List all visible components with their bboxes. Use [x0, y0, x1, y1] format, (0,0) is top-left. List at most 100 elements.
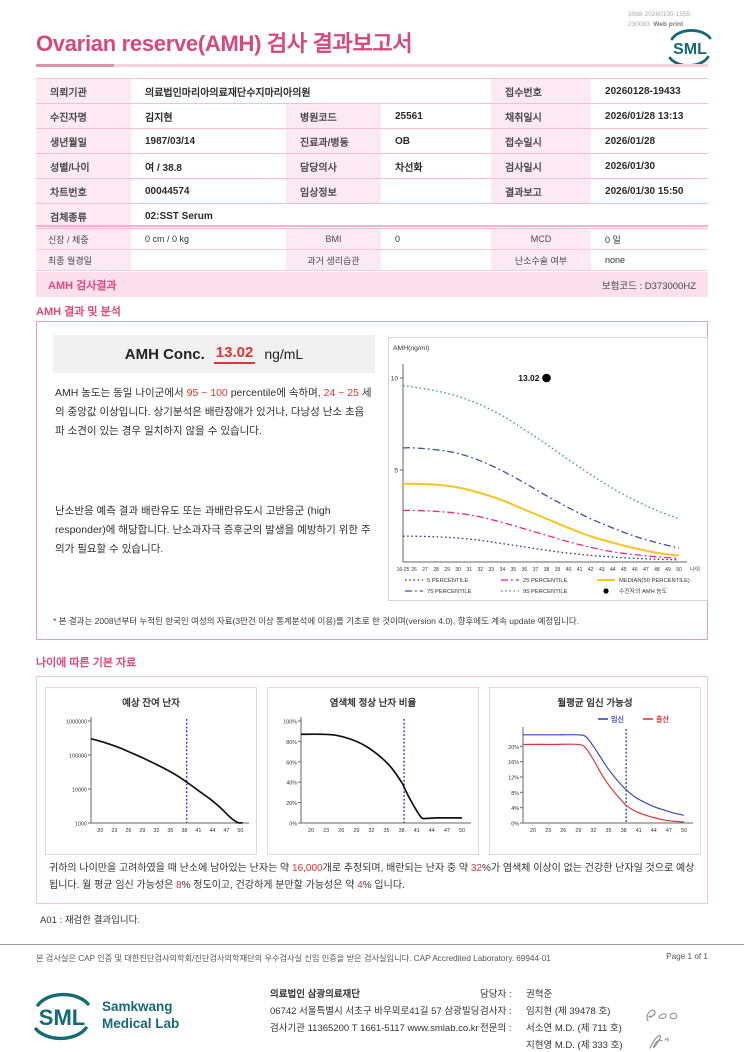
org-name: 의료법인 삼광의료재단 — [270, 989, 361, 1000]
field-value: 2026/01/30 — [591, 153, 709, 179]
amh-concentration-box: AMH Conc. 13.02 ng/mL — [53, 335, 375, 373]
conc-label: AMH Conc. — [124, 345, 205, 363]
svg-text:31: 31 — [466, 567, 472, 573]
svg-text:35: 35 — [384, 828, 390, 834]
field-value: 의료법인마리아의료재단수지마리아의원 — [131, 78, 492, 104]
svg-text:29: 29 — [139, 828, 145, 834]
svg-text:100%: 100% — [283, 720, 297, 726]
web-print-label: Web print — [653, 20, 684, 28]
svg-text:40: 40 — [566, 567, 572, 573]
analysis-section-title: AMH 결과 및 분석 — [36, 306, 121, 318]
chart-title: 염색체 정상 난자 비율 — [329, 698, 417, 709]
svg-text:1000: 1000 — [75, 822, 87, 828]
svg-text:38: 38 — [181, 828, 187, 834]
table-row: 최종 월경일 과거 생리습관 난소수술 여부 none — [36, 249, 708, 271]
age-summary-paragraph: 귀하의 나이만을 고려하였을 때 난소에 남아있는 난자는 약 16,000개로… — [49, 863, 695, 891]
svg-text:27: 27 — [422, 567, 428, 573]
svg-text:38: 38 — [544, 567, 550, 573]
svg-text:10000: 10000 — [72, 788, 87, 794]
svg-text:20: 20 — [530, 828, 536, 834]
svg-text:42: 42 — [588, 567, 594, 573]
cap-text: 본 검사실은 CAP 인증 및 대한진단검사의학회/진단검사의학재단의 우수검사… — [36, 954, 551, 963]
field-label: 성별/나이 — [36, 153, 131, 179]
field-value — [131, 249, 286, 271]
field-label: 차트번호 — [36, 178, 131, 204]
page-title: Ovarian reserve(AMH) 검사 결과보고서 — [36, 31, 413, 56]
table-row: 검체종류 02:SST Serum — [36, 203, 709, 229]
svg-text:10: 10 — [391, 376, 399, 383]
analysis-paragraph-1: AMH 농도는 동일 나이군에서 95 ~ 100 percentile에 속하… — [55, 387, 372, 437]
lab-name: Samkwang Medical Lab — [102, 999, 180, 1031]
field-value: 여 / 38.8 — [131, 153, 286, 179]
staff-row: 지현영 M.D. (제 333 호) — [526, 1040, 623, 1052]
svg-text:29: 29 — [353, 828, 359, 834]
field-label: 결과보고 — [491, 178, 592, 204]
amh-percentile-chart: AMH(ng/ml) 5 10 16-25 26 27 28 29 30 31 32 33 34 35 36… — [391, 345, 700, 595]
cap-accreditation-line: 본 검사실은 CAP 인증 및 대한진단검사의학회/진단검사의학재단의 우수검사… — [36, 952, 708, 964]
svg-text:AMH(ng/ml): AMH(ng/ml) — [393, 345, 429, 352]
svg-text:임신: 임신 — [611, 715, 624, 724]
svg-text:47: 47 — [223, 828, 229, 834]
field-label: 임상정보 — [286, 178, 381, 204]
doctor-signature — [646, 1009, 678, 1049]
svg-text:수진자의 AMH 농도: 수진자의 AMH 농도 — [619, 587, 668, 595]
svg-text:8%: 8% — [511, 791, 519, 797]
svg-text:38: 38 — [399, 828, 405, 834]
svg-text:29: 29 — [444, 567, 450, 573]
svg-text:40%: 40% — [286, 781, 297, 787]
svg-text:80%: 80% — [286, 740, 297, 746]
svg-text:23: 23 — [323, 828, 329, 834]
svg-text:50: 50 — [676, 567, 682, 573]
svg-text:23: 23 — [545, 828, 551, 834]
svg-text:37: 37 — [533, 567, 539, 573]
field-value — [381, 178, 492, 204]
normal-eggs-ratio-chart: 0% 20% 40% 60% 80% 100% 20 23 26 29 32 35 38 41 44 47 50 — [283, 717, 471, 834]
svg-text:26: 26 — [560, 828, 566, 834]
svg-text:44: 44 — [610, 567, 616, 573]
svg-text:20: 20 — [308, 828, 314, 834]
svg-text:4%: 4% — [511, 806, 519, 812]
measurement-table: 신장 / 체중 0 cm / 0 kg BMI 0 MCD 0 일 최종 월경일… — [36, 229, 708, 271]
print-info: 3068-20260130-1555 230083 Web print — [628, 10, 690, 30]
svg-text:43: 43 — [599, 567, 605, 573]
page-number: Page 1 of 1 — [666, 952, 708, 961]
field-label: 진료과/병동 — [286, 128, 381, 154]
field-label: 과거 생리습관 — [286, 249, 381, 271]
svg-text:0%: 0% — [511, 822, 519, 828]
svg-text:35: 35 — [606, 828, 612, 834]
svg-text:46: 46 — [632, 567, 638, 573]
svg-text:나이: 나이 — [690, 565, 700, 573]
svg-text:16-25: 16-25 — [397, 567, 410, 573]
staff-info: 담당자 : 권혁준 검사자 : 임지현 (제 39478 호) 전문의 : 서소연 M… — [480, 986, 623, 1052]
svg-text:44: 44 — [651, 828, 657, 834]
svg-text:50: 50 — [459, 828, 465, 834]
insurance-code: 보험코드 : D373000HZ — [601, 280, 696, 292]
field-value: 00044574 — [131, 178, 286, 204]
svg-text:25 PERCENTILE: 25 PERCENTILE — [523, 578, 568, 584]
pink-divider — [36, 225, 708, 227]
svg-text:32: 32 — [477, 567, 483, 573]
amh-result-banner: AMH 검사결과 보험코드 : D373000HZ — [36, 272, 708, 297]
svg-text:20%: 20% — [286, 801, 297, 807]
svg-text:0%: 0% — [289, 822, 297, 828]
svg-text:33: 33 — [489, 567, 495, 573]
table-row: 생년월일 1987/03/14 진료과/병동 OB 접수일시 2026/01/2… — [36, 128, 709, 154]
field-value: 김지현 — [131, 103, 286, 129]
banner-title: AMH 검사결과 — [48, 279, 117, 292]
svg-text:60%: 60% — [286, 760, 297, 766]
svg-text:출산: 출산 — [656, 715, 669, 724]
svg-text:49: 49 — [665, 567, 671, 573]
field-label: 난소수술 여부 — [491, 249, 591, 271]
field-value: 0 cm / 0 kg — [131, 229, 286, 250]
staff-row: 검사자 : 임지현 (제 39478 호) — [480, 1006, 611, 1018]
svg-text:41: 41 — [195, 828, 201, 834]
print-code-2: 230083 Web print — [628, 20, 684, 28]
svg-text:36: 36 — [522, 567, 528, 573]
svg-text:16%: 16% — [508, 760, 519, 766]
svg-text:39: 39 — [555, 567, 561, 573]
svg-text:32: 32 — [368, 828, 374, 834]
patient-info-table: 의뢰기관 의료법인마리아의료재단수지마리아의원 접수번호 20260128-19… — [36, 78, 709, 229]
svg-text:SML: SML — [39, 1005, 85, 1030]
org-address: 06742 서울특별시 서초구 바우뫼로41길 57 삼광빌딩 — [270, 1006, 480, 1018]
